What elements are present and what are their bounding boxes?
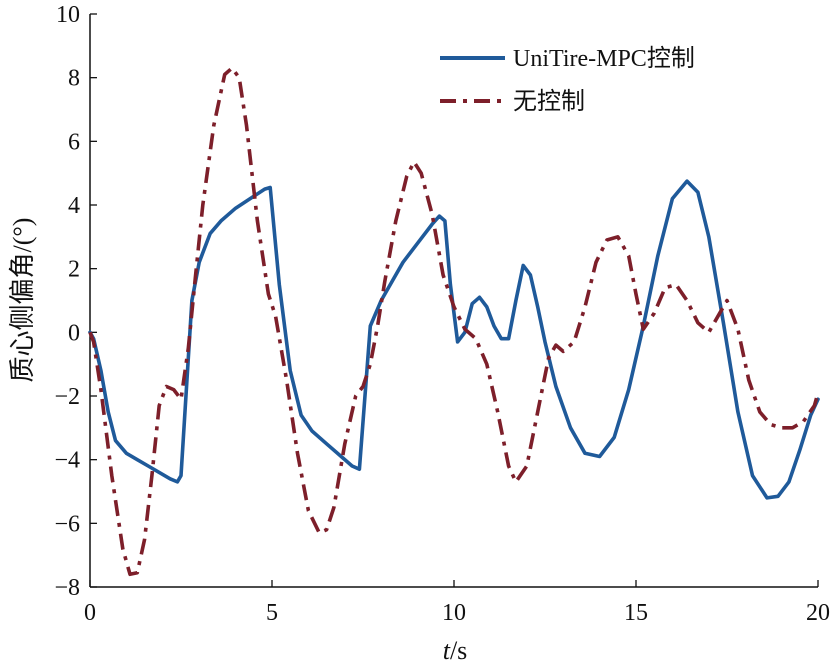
series-layer	[88, 66, 820, 577]
x-axis-label-variable: t	[443, 636, 451, 665]
x-tick-label: 20	[806, 600, 830, 626]
y-axis-label: 质心侧偏角/(°)	[8, 218, 37, 383]
y-tick-label: 0	[68, 320, 80, 346]
x-tick-label: 0	[84, 600, 96, 626]
y-tick-label: −6	[54, 511, 80, 537]
y-tick-label: −2	[54, 384, 80, 410]
y-tick-label: 10	[56, 2, 80, 28]
x-tick-label: 5	[266, 600, 278, 626]
x-axis-label-unit: /s	[450, 636, 467, 665]
x-tick-label: 10	[442, 600, 466, 626]
x-axis-label: t/s	[443, 636, 468, 665]
legend-label-unitire-mpc: UniTire-MPC控制	[513, 45, 695, 72]
y-tick-label: 2	[68, 257, 80, 283]
y-tick-label: −4	[54, 448, 80, 474]
legend: UniTire-MPC控制 无控制	[440, 45, 695, 115]
axes: −8 −6 −4 −2 0 2 4 6 8 10 0 5 10 15 20	[54, 2, 830, 626]
y-tick-label: 8	[68, 66, 80, 92]
series-line-unitire-mpc	[88, 179, 820, 500]
y-tick-label: −8	[54, 575, 80, 601]
x-tick-label: 15	[624, 600, 648, 626]
series-line-no-control	[88, 66, 820, 577]
y-tick-label: 4	[68, 193, 80, 219]
legend-label-no-control: 无控制	[513, 88, 585, 115]
y-tick-label: 6	[68, 129, 80, 155]
